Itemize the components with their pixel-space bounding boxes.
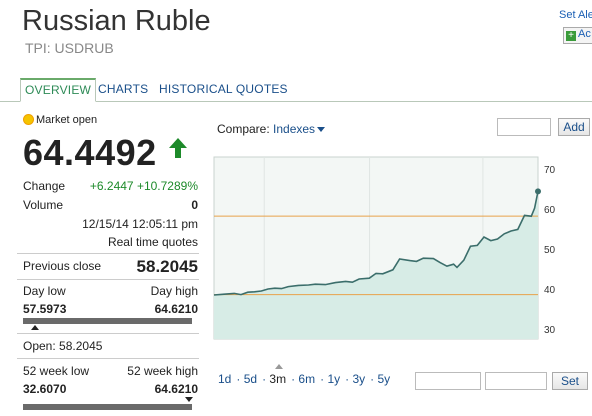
open-label: Open: (23, 339, 56, 353)
area-fill (214, 191, 538, 339)
day-low-label: Day low (23, 284, 66, 298)
day-range-labels: Day low Day high (23, 284, 198, 298)
market-status: Market open (24, 114, 97, 126)
chevron-down-icon (317, 127, 326, 132)
y-tick-label: 40 (544, 285, 556, 296)
sun-icon (24, 115, 33, 124)
wk52-low-value: 32.6070 (23, 382, 67, 396)
previous-close-row: Previous close 58.2045 (23, 257, 198, 277)
change-percent: +10.7289% (136, 179, 198, 193)
tab-bar: OVERVIEW CHARTS HISTORICAL QUOTES (0, 78, 592, 102)
range-3y[interactable]: 3y (352, 372, 366, 386)
day-high-label: Day high (150, 284, 198, 298)
day-range-values: 57.5973 64.6210 (23, 302, 198, 316)
wk52-range-marker (184, 397, 193, 402)
wk52-high-label: 52 week high (127, 364, 198, 378)
set-range-button[interactable]: Set (552, 372, 588, 390)
set-alert-link[interactable]: Set Ale (559, 9, 592, 21)
date-from-input[interactable] (415, 372, 481, 390)
range-5y[interactable]: 5y (377, 372, 391, 386)
plus-icon: + (566, 31, 576, 41)
selected-range-marker (275, 364, 283, 369)
range-selector: 1d · 5d · 3m · 6m · 1y · 3y · 5y (218, 372, 391, 386)
change-row: Change +6.2447 +10.7289% (23, 179, 198, 193)
price-series-line (213, 191, 539, 296)
arrow-up-icon (168, 137, 188, 164)
range-6m[interactable]: 6m (298, 372, 316, 386)
range-1y[interactable]: 1y (327, 372, 341, 386)
change-label: Change (23, 179, 66, 193)
add-compare-button[interactable]: Add (558, 118, 590, 136)
compare-symbol-input[interactable] (497, 118, 551, 136)
volume-value: 0 (191, 198, 198, 212)
divider (17, 279, 199, 280)
compare-dropdown-value: Indexes (273, 122, 316, 136)
day-high-value: 64.6210 (154, 302, 198, 316)
add-to-watchlist-button[interactable]: + Ac (563, 27, 592, 44)
y-tick-label: 60 (544, 205, 556, 216)
divider (17, 253, 199, 254)
wk52-range-labels: 52 week low 52 week high (23, 364, 198, 378)
day-range-marker (30, 325, 39, 330)
y-tick-label: 70 (544, 165, 556, 176)
range-3m[interactable]: 3m (269, 372, 287, 386)
range-1d[interactable]: 1d (218, 372, 232, 386)
range-5d[interactable]: 5d (243, 372, 258, 386)
page-title: Russian Ruble (22, 5, 211, 37)
wk52-high-value: 64.6210 (154, 382, 198, 396)
ticker-symbol: TPI: USDRUB (25, 40, 114, 56)
wk52-range-values: 32.6070 64.6210 (23, 382, 198, 396)
price-chart[interactable]: 3040506070SepOctNov (212, 154, 592, 344)
y-tick-label: 50 (544, 245, 556, 256)
last-price-point (535, 188, 541, 195)
y-tick-label: 30 (544, 325, 556, 336)
wk52-low-label: 52 week low (23, 364, 90, 378)
change-value: +6.2447 +10.7289% (90, 179, 198, 193)
divider (17, 358, 199, 359)
tab-overview[interactable]: OVERVIEW (20, 78, 97, 102)
compare-control: Compare: Indexes (217, 122, 326, 136)
compare-label: Compare: (217, 122, 270, 136)
previous-close-label: Previous close (23, 259, 102, 273)
date-to-input[interactable] (485, 372, 547, 390)
last-price: 64.4492 (23, 132, 157, 173)
tab-historical-quotes[interactable]: HISTORICAL QUOTES (159, 82, 288, 96)
divider (17, 333, 199, 334)
open-row: Open: 58.2045 (23, 339, 198, 353)
add-label: Ac (578, 28, 591, 40)
change-amount: +6.2447 (89, 179, 134, 193)
volume-row: Volume 0 (23, 198, 198, 212)
volume-label: Volume (23, 198, 64, 212)
realtime-label: Real time quotes (107, 235, 198, 249)
market-status-label: Market open (36, 114, 98, 126)
day-range-bar (23, 318, 192, 324)
tab-charts[interactable]: CHARTS (98, 82, 149, 96)
wk52-range-bar (23, 404, 192, 410)
open-value: 58.2045 (59, 339, 103, 353)
timestamp: 12/15/14 12:05:11 pm (82, 217, 198, 231)
compare-dropdown[interactable]: Indexes (273, 122, 326, 136)
day-low-value: 57.5973 (23, 302, 67, 316)
previous-close-value: 58.2045 (136, 257, 198, 276)
